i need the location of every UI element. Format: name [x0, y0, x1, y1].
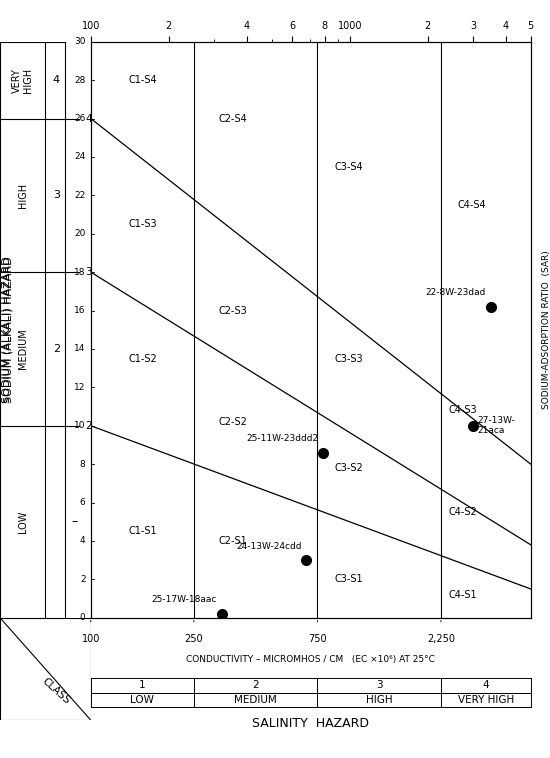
Text: 16: 16	[74, 306, 86, 315]
Text: 14: 14	[74, 344, 86, 353]
Text: 18: 18	[74, 268, 86, 277]
Text: C4-S2: C4-S2	[448, 507, 477, 517]
Text: 30: 30	[74, 37, 86, 46]
Text: C1-S1: C1-S1	[129, 526, 157, 537]
Text: 2: 2	[85, 421, 92, 431]
Text: 2: 2	[80, 575, 86, 584]
Text: 250: 250	[184, 634, 203, 644]
Text: C3-S1: C3-S1	[334, 575, 362, 584]
Text: C4-S1: C4-S1	[448, 590, 477, 600]
Text: C1-S3: C1-S3	[129, 219, 157, 229]
Text: 27-13W-
21aca: 27-13W- 21aca	[478, 416, 515, 435]
Text: VERY
HIGH: VERY HIGH	[12, 67, 34, 92]
Text: 0: 0	[80, 613, 86, 622]
Text: 4: 4	[53, 75, 60, 85]
Text: C2-S2: C2-S2	[218, 417, 247, 427]
Text: CLASS: CLASS	[40, 676, 72, 706]
Text: 4: 4	[80, 537, 86, 546]
Text: 3: 3	[376, 681, 382, 691]
Text: C4-S3: C4-S3	[448, 406, 477, 415]
Text: 3: 3	[53, 190, 60, 200]
Text: LOW: LOW	[18, 511, 28, 533]
Text: 4: 4	[482, 681, 489, 691]
Text: MEDIUM: MEDIUM	[234, 695, 277, 705]
Text: 10: 10	[74, 421, 86, 431]
Text: VERY HIGH: VERY HIGH	[458, 695, 514, 705]
Text: 28: 28	[74, 76, 86, 85]
Text: 1: 1	[139, 681, 146, 691]
Text: SODIUM (ALKALI) HAZARD: SODIUM (ALKALI) HAZARD	[2, 256, 12, 403]
Text: 8: 8	[80, 459, 86, 468]
Text: 25-11W-23ddd2: 25-11W-23ddd2	[246, 434, 318, 443]
Text: C2-S1: C2-S1	[218, 536, 247, 546]
Text: 12: 12	[74, 383, 86, 392]
Text: 24-13W-24cdd: 24-13W-24cdd	[236, 541, 302, 550]
Text: –: –	[72, 515, 78, 528]
Text: 20: 20	[74, 229, 86, 238]
Text: 26: 26	[74, 114, 86, 123]
Text: 6: 6	[80, 498, 86, 507]
Text: HIGH: HIGH	[366, 695, 393, 705]
Text: CONDUCTIVITY – MICROMHOS / CM   (EC ×10⁶) AT 25°C: CONDUCTIVITY – MICROMHOS / CM (EC ×10⁶) …	[186, 655, 435, 664]
Text: 22-8W-23dad: 22-8W-23dad	[426, 288, 486, 297]
Text: LOW: LOW	[130, 695, 154, 705]
Text: 2,250: 2,250	[427, 634, 455, 644]
Text: C4-S4: C4-S4	[457, 200, 486, 210]
Text: 24: 24	[74, 152, 86, 161]
Text: 4: 4	[85, 114, 92, 124]
Text: C3-S2: C3-S2	[334, 463, 363, 473]
Text: C2-S4: C2-S4	[218, 114, 247, 124]
Text: SALINITY  HAZARD: SALINITY HAZARD	[252, 717, 369, 731]
Text: C1-S4: C1-S4	[129, 75, 157, 85]
Text: 2: 2	[252, 681, 259, 691]
Text: SODIUM (ALKALI) HAZARD: SODIUM (ALKALI) HAZARD	[3, 256, 13, 403]
Text: C3-S4: C3-S4	[334, 161, 362, 171]
Text: 2: 2	[53, 344, 60, 354]
Text: SODIUM-ADSORPTION RATIO  (SAR): SODIUM-ADSORPTION RATIO (SAR)	[542, 250, 550, 409]
Text: 25-17W-18aac: 25-17W-18aac	[152, 595, 217, 604]
Text: C2-S3: C2-S3	[218, 305, 247, 315]
Text: 750: 750	[308, 634, 327, 644]
Text: C1-S2: C1-S2	[129, 353, 157, 364]
Text: HIGH: HIGH	[18, 183, 28, 208]
Text: 3: 3	[85, 267, 92, 277]
Text: MEDIUM: MEDIUM	[18, 328, 28, 369]
Text: 22: 22	[74, 191, 86, 200]
Text: 100: 100	[81, 634, 100, 644]
Text: C3-S3: C3-S3	[334, 353, 362, 364]
